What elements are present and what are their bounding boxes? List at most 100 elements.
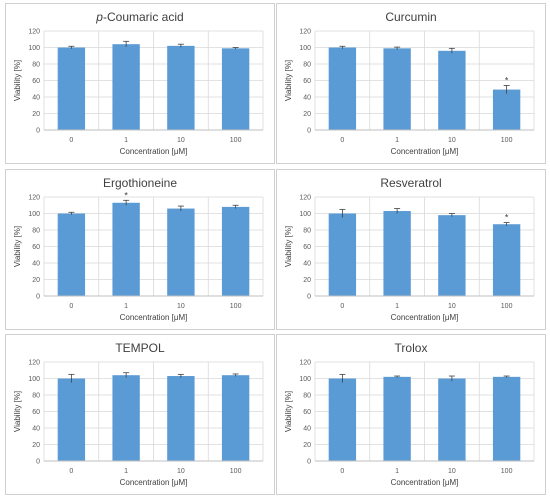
y-tick-label: 0 — [36, 294, 40, 301]
bar — [383, 48, 411, 131]
y-tick-label: 20 — [303, 111, 311, 118]
y-tick-label: 100 — [299, 211, 311, 218]
x-axis-label: Concentration [μM] — [391, 147, 459, 156]
x-tick-label: 100 — [230, 137, 242, 144]
y-tick-label: 100 — [299, 45, 311, 52]
x-tick-label: 0 — [69, 137, 73, 144]
y-axis-label: Viability [%] — [284, 391, 293, 432]
x-tick-label: 100 — [230, 303, 242, 310]
y-tick-label: 40 — [303, 95, 311, 102]
y-tick-label: 40 — [303, 261, 311, 268]
y-tick-label: 40 — [32, 95, 40, 102]
chart-title: Resveratrol — [380, 176, 441, 190]
y-tick-label: 80 — [32, 62, 40, 69]
chart-panel-resveratrol: Resveratrol 0 20 40 60 80 100 120 0 1 10 * 100 Concen… — [276, 169, 546, 330]
x-tick-label: 0 — [340, 137, 344, 144]
y-tick-label: 40 — [303, 426, 311, 433]
y-tick-label: 120 — [299, 360, 311, 367]
x-axis-label: Concentration [μM] — [391, 313, 459, 322]
x-tick-label: 1 — [395, 137, 399, 144]
x-tick-label: 1 — [395, 303, 399, 310]
bar — [221, 206, 250, 296]
y-tick-label: 120 — [299, 195, 311, 202]
x-tick-label: 1 — [395, 468, 399, 475]
bar — [57, 213, 86, 296]
y-tick-label: 20 — [303, 277, 311, 284]
y-tick-label: 60 — [303, 244, 311, 251]
chart-svg: Trolox 0 20 40 60 80 100 120 0 1 10 100 Concentratio… — [284, 341, 535, 487]
bar — [112, 375, 140, 461]
bar — [57, 47, 86, 130]
chart-title: Trolox — [395, 341, 428, 355]
y-tick-label: 20 — [303, 442, 311, 449]
y-tick-label: 20 — [32, 111, 40, 118]
x-tick-label: 1 — [124, 303, 128, 310]
bar — [221, 375, 250, 461]
chart-title-text: Curcumin — [385, 10, 436, 24]
chart-title: p-Coumaric acid — [95, 10, 183, 24]
bar — [328, 213, 357, 296]
x-tick-label: 0 — [69, 468, 73, 475]
y-tick-label: 80 — [32, 228, 40, 235]
bar — [57, 378, 86, 461]
y-axis-label: Viability [%] — [284, 226, 293, 267]
y-axis-label: Viability [%] — [284, 60, 293, 101]
y-tick-label: 0 — [307, 294, 311, 301]
chart-title-text: Trolox — [395, 341, 428, 355]
x-tick-label: 0 — [340, 468, 344, 475]
chart-title: Curcumin — [385, 10, 436, 24]
bar — [492, 376, 521, 461]
x-tick-label: 10 — [448, 303, 456, 310]
y-tick-label: 80 — [32, 393, 40, 400]
y-tick-label: 0 — [36, 459, 40, 466]
chart-panel-p-coumaric-acid: p-Coumaric acid 0 20 40 60 80 100 120 0 1 10 100 Con… — [5, 3, 275, 164]
y-tick-label: 60 — [32, 409, 40, 416]
x-tick-label: 10 — [177, 137, 185, 144]
significance-marker: * — [124, 190, 128, 200]
y-tick-label: 120 — [28, 29, 40, 36]
y-tick-label: 40 — [32, 261, 40, 268]
y-axis-label: Viability [%] — [13, 226, 22, 267]
y-tick-label: 100 — [28, 376, 40, 383]
bar — [383, 211, 411, 296]
chart-title-text: Resveratrol — [380, 176, 441, 190]
significance-marker: * — [505, 213, 509, 223]
y-tick-label: 80 — [303, 62, 311, 69]
bar — [328, 47, 357, 130]
y-axis-label: Viability [%] — [13, 60, 22, 101]
chart-svg: Curcumin 0 20 40 60 80 100 120 0 1 10 * 100 Concentra… — [284, 10, 535, 156]
x-tick-label: 10 — [177, 468, 185, 475]
bar — [492, 224, 521, 296]
chart-panel-trolox: Trolox 0 20 40 60 80 100 120 0 1 10 100 Concentratio… — [276, 334, 546, 495]
bar — [167, 208, 195, 296]
y-tick-label: 120 — [28, 195, 40, 202]
x-tick-label: 10 — [177, 303, 185, 310]
x-axis-label: Concentration [μM] — [120, 478, 188, 487]
x-tick-label: 1 — [124, 137, 128, 144]
y-tick-label: 0 — [307, 459, 311, 466]
y-tick-label: 60 — [32, 244, 40, 251]
chart-title: Ergothioneine — [103, 176, 177, 190]
bar — [167, 376, 195, 461]
bar — [492, 89, 521, 130]
bar — [328, 378, 357, 461]
x-tick-label: 100 — [501, 303, 513, 310]
y-tick-label: 20 — [32, 277, 40, 284]
y-tick-label: 80 — [303, 228, 311, 235]
y-tick-label: 120 — [299, 29, 311, 36]
y-tick-label: 0 — [36, 128, 40, 135]
bar — [438, 50, 466, 130]
bar — [112, 202, 140, 296]
x-tick-label: 10 — [448, 137, 456, 144]
chart-svg: TEMPOL 0 20 40 60 80 100 120 0 1 10 100 Concentratio… — [13, 341, 264, 487]
x-tick-label: 1 — [124, 468, 128, 475]
y-tick-label: 60 — [303, 78, 311, 85]
chart-title-text: -Coumaric acid — [103, 10, 184, 24]
bar — [167, 45, 195, 130]
chart-panel-tempol: TEMPOL 0 20 40 60 80 100 120 0 1 10 100 Concentratio… — [5, 334, 275, 495]
x-axis-label: Concentration [μM] — [120, 313, 188, 322]
y-tick-label: 100 — [299, 376, 311, 383]
y-tick-label: 40 — [32, 426, 40, 433]
chart-title-text: TEMPOL — [115, 341, 165, 355]
